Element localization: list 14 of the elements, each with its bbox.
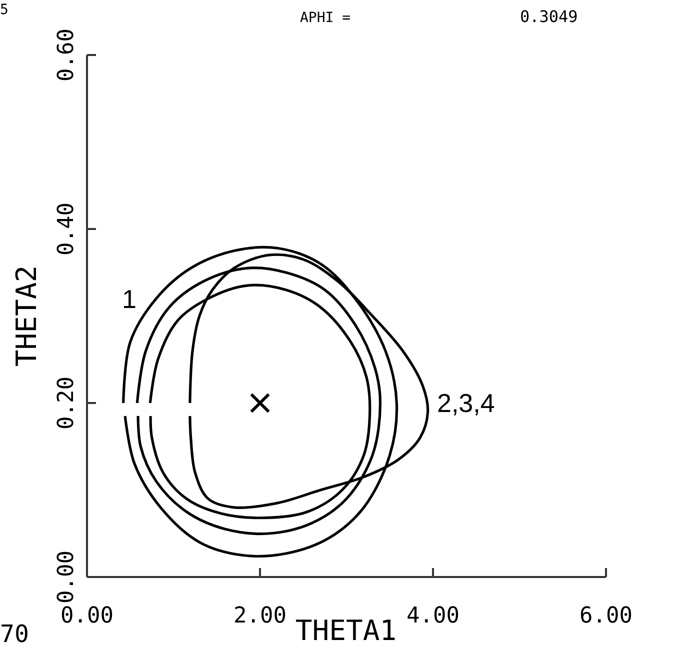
annotation: 1 <box>122 284 136 314</box>
text: APHI = <box>300 10 351 26</box>
x-tick-label: 6.00 <box>580 604 632 629</box>
y-axis-title: THETA2 <box>10 265 43 367</box>
x-tick-label: 2.00 <box>234 604 286 629</box>
annotation: 2,3,4 <box>437 388 495 418</box>
text: 5 <box>0 2 8 18</box>
text: 0.3049 <box>520 7 578 26</box>
y-tick-label: 0.40 <box>54 202 79 256</box>
x-axis-title: THETA1 <box>295 614 397 647</box>
y-tick-label: 0.20 <box>54 376 79 430</box>
text: 70 <box>0 620 29 648</box>
y-tick-label: 0.60 <box>54 28 79 82</box>
x-tick-label: 4.00 <box>406 604 460 629</box>
